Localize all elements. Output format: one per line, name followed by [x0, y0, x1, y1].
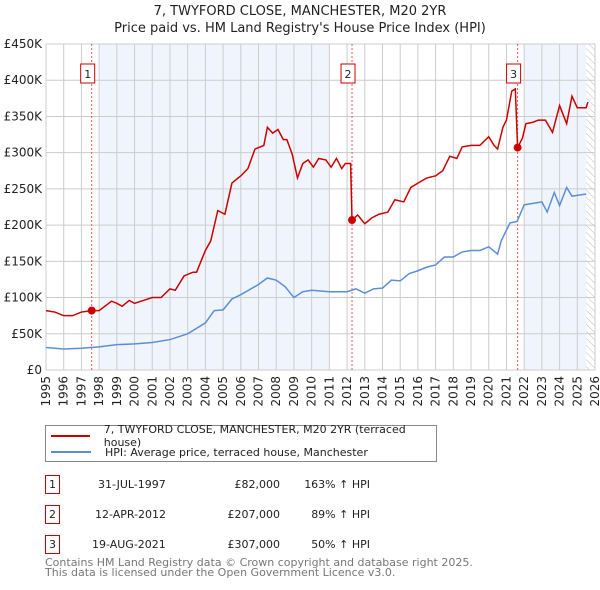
x-tick-label: 1996	[57, 376, 71, 407]
sale-price: £207,000	[227, 508, 281, 521]
plot-area: 1995 1996 1997 1998 1999 2000 2001 2002 2003 2004…	[4, 37, 600, 407]
y-tick-label: £300K	[4, 146, 44, 160]
sale-date: 12-APR-2012	[95, 508, 167, 521]
x-tick-label: 2017	[429, 376, 443, 407]
sale-row: 2 12-APR-2012 £207,000 89% ↑ HPI	[45, 505, 465, 525]
sale-row: 3 19-AUG-2021 £307,000 50% ↑ HPI	[45, 535, 465, 555]
sale-label-box	[506, 63, 522, 84]
x-tick-label: 2015	[393, 376, 407, 407]
x-tick-label: 2012	[340, 376, 354, 407]
sale-marker-box: 1	[45, 475, 60, 494]
shaded-period	[99, 44, 330, 370]
x-tick-label: 2005	[216, 376, 230, 407]
sale-label-box	[80, 63, 96, 84]
y-tick-label: £100K	[4, 291, 44, 305]
sale-marker-box: 3	[45, 535, 60, 554]
legend-label: HPI: Average price, terraced house, Manc…	[105, 445, 368, 459]
price-paid-line	[45, 87, 589, 317]
sale-label: 1	[84, 68, 91, 81]
sale-date: 19-AUG-2021	[92, 538, 166, 551]
x-tick-label: 2021	[499, 376, 513, 407]
legend: 7, TWYFORD CLOSE, MANCHESTER, M20 2YR (t…	[45, 423, 437, 462]
x-tick-label: 2014	[375, 376, 389, 407]
y-tick-label: £200K	[4, 218, 44, 232]
sale-row: 1 31-JUL-1997 £82,000 163% ↑ HPI	[45, 475, 465, 495]
sale-hpi: 163% ↑ HPI	[304, 478, 370, 491]
x-tick-label: 1999	[110, 376, 124, 407]
legend-item-property: 7, TWYFORD CLOSE, MANCHESTER, M20 2YR (t…	[46, 423, 436, 449]
x-tick-label: 2009	[287, 376, 301, 407]
y-tick-label: £250K	[4, 182, 44, 196]
x-tick-label: 2026	[588, 376, 600, 407]
legend-label: 7, TWYFORD CLOSE, MANCHESTER, M20 2YR (t…	[103, 423, 406, 449]
licence-text: This data is licensed under the Open Gov…	[45, 566, 396, 579]
y-tick-label: £50K	[11, 327, 43, 341]
y-tick-label: £150K	[4, 254, 44, 268]
y-tick-label: £450K	[4, 37, 44, 51]
sale-label: 3	[510, 68, 517, 81]
x-tick-label: 2008	[269, 376, 283, 407]
y-tick-label: £0	[27, 363, 42, 377]
legend-swatch-red	[51, 435, 90, 437]
sale-date: 31-JUL-1997	[98, 478, 166, 491]
sale-marker-box: 2	[45, 505, 60, 524]
x-tick-label: 2010	[305, 376, 319, 407]
sale-point	[87, 306, 96, 315]
x-tick-label: 2002	[163, 376, 177, 407]
legend-swatch-blue	[51, 451, 91, 453]
sale-label: 2	[345, 68, 352, 81]
x-tick-label: 2013	[358, 376, 372, 407]
footer: Contains HM Land Registry data © Crown c…	[45, 556, 473, 579]
hpi-line	[45, 185, 587, 350]
sale-hpi: 89% ↑ HPI	[311, 508, 370, 521]
x-tick-label: 2003	[181, 376, 195, 407]
y-tick-label: £350K	[4, 109, 44, 123]
x-tick-label: 2022	[517, 376, 531, 407]
sale-price: £307,000	[227, 538, 281, 551]
sale-hpi: 50% ↑ HPI	[311, 538, 370, 551]
shaded-period	[524, 44, 587, 370]
x-tick-label: 2001	[145, 376, 159, 407]
x-tick-label: 2018	[446, 376, 460, 407]
x-tick-label: 2023	[535, 376, 549, 407]
x-tick-label: 2019	[464, 376, 478, 407]
x-tick-label: 2006	[234, 376, 248, 407]
sale-point	[348, 216, 357, 225]
copyright-text: Contains HM Land Registry data © Crown c…	[45, 556, 473, 569]
x-tick-label: 1997	[74, 376, 88, 407]
x-tick-label: 2004	[198, 376, 212, 407]
x-tick-label: 2016	[411, 376, 425, 407]
x-tick-label: 2011	[322, 376, 336, 407]
x-tick-label: 2007	[252, 376, 266, 407]
sale-price: £82,000	[234, 478, 281, 491]
x-tick-label: 1998	[92, 376, 106, 407]
future-hatch	[586, 44, 595, 370]
x-tick-label: 2000	[128, 376, 142, 407]
y-tick-label: £400K	[4, 73, 44, 87]
x-tick-label: 2020	[482, 376, 496, 407]
x-tick-label: 2025	[570, 376, 584, 407]
plot-border	[45, 43, 596, 371]
x-tick-label: 2024	[553, 376, 567, 407]
x-tick-label: 1995	[39, 376, 53, 407]
sale-label-box	[340, 63, 356, 84]
chart-subtitle: Price paid vs. HM Land Registry's House …	[114, 21, 486, 36]
legend-item-hpi: HPI: Average price, terraced house, Manc…	[46, 444, 368, 460]
chart-title: 7, TWYFORD CLOSE, MANCHESTER, M20 2YR	[153, 4, 447, 19]
sale-point	[513, 143, 522, 152]
